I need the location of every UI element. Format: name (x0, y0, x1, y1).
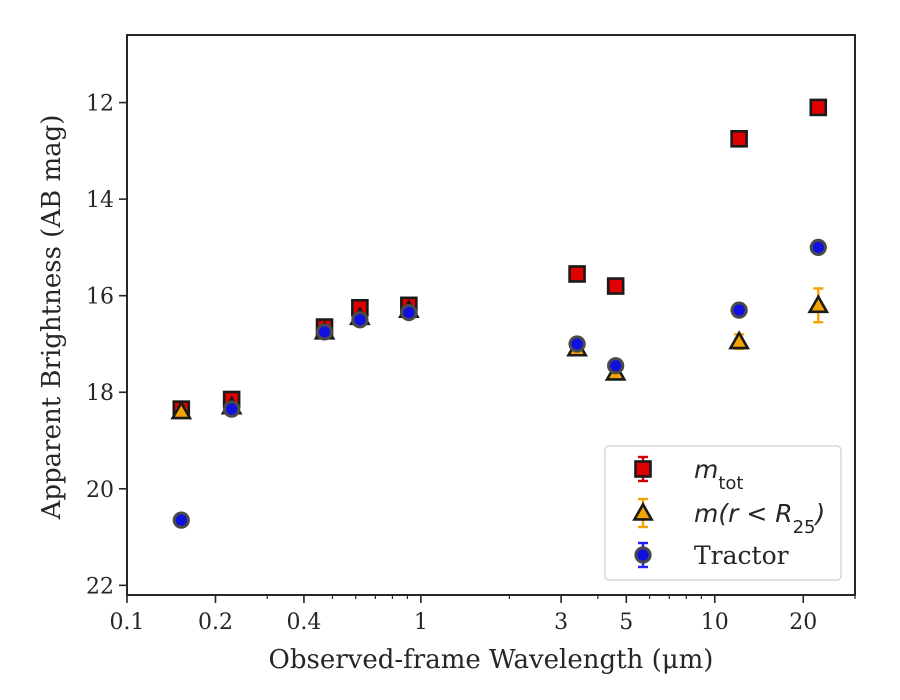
x-tick-label: 20 (789, 610, 817, 635)
y-tick-label: 20 (86, 478, 114, 503)
y-axis-title: Apparent Brightness (AB mag) (37, 115, 67, 521)
legend-marker (632, 501, 654, 521)
x-tick-label: 0.2 (198, 610, 233, 635)
data-point (809, 238, 827, 257)
data-point (568, 335, 586, 353)
legend-marker (634, 460, 652, 478)
data-point (730, 129, 748, 148)
legend-label-2: Tractor (694, 541, 789, 570)
data-point (607, 357, 625, 375)
y-tick-label: 18 (86, 381, 114, 406)
x-axis-title: Observed-frame Wavelength (μm) (269, 645, 714, 675)
series-1 (170, 287, 830, 420)
data-point (728, 330, 750, 350)
data-point (315, 323, 334, 341)
series-2 (172, 238, 827, 529)
x-tick-label: 3 (554, 610, 568, 635)
y-tick-label: 12 (86, 92, 114, 117)
x-tick-label: 5 (619, 610, 633, 635)
data-point (730, 301, 748, 319)
series-0 (172, 98, 828, 418)
y-tick-label: 22 (86, 574, 114, 599)
x-tick-label: 0.4 (286, 610, 321, 635)
legend-label-1: m(r < R25) (694, 499, 825, 538)
data-point (172, 511, 190, 529)
x-tick-label: 1 (414, 610, 428, 635)
legend-label-0: mtot (694, 455, 744, 494)
data-point (809, 98, 828, 117)
legend-box (604, 445, 842, 581)
data-point (170, 400, 193, 420)
y-tick-label: 16 (86, 285, 114, 310)
x-tick-label: 0.1 (110, 610, 145, 635)
data-point (351, 311, 369, 329)
x-tick-label: 10 (701, 610, 729, 635)
data-point (223, 400, 241, 418)
data-point (606, 277, 625, 295)
data-point (807, 294, 830, 314)
legend-marker (634, 546, 652, 564)
plot-area-frame (126, 34, 856, 596)
data-point (568, 265, 586, 283)
y-tick-label: 14 (86, 188, 114, 213)
data-point (400, 303, 418, 322)
